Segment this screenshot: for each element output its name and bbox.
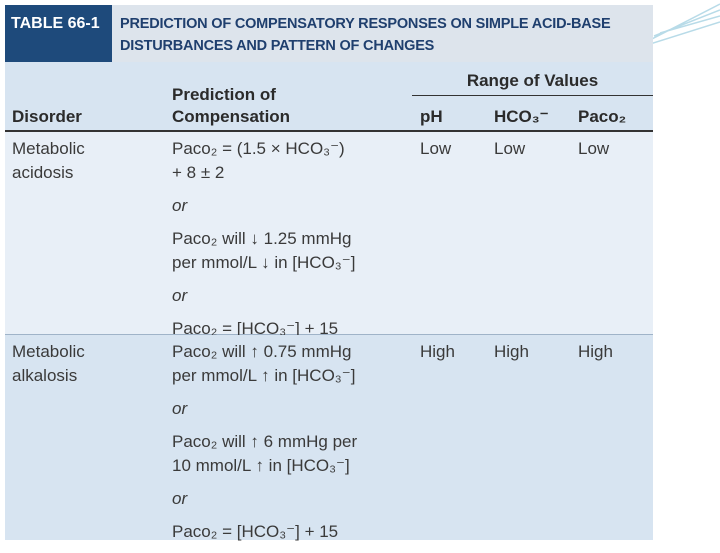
prediction-line: Paco₂ will ↑ 6 mmHg per	[172, 432, 358, 451]
disorder-line: Metabolic	[12, 139, 85, 158]
prediction-line: per mmol/L ↓ in [HCO₃⁻]	[172, 253, 356, 272]
disorder-line: acidosis	[12, 163, 74, 182]
paco2-cell: Low	[578, 139, 610, 158]
col-range: Range of Values	[412, 70, 653, 96]
disorder-line: alkalosis	[12, 366, 78, 385]
column-header: Disorder Prediction of Compensation Rang…	[5, 62, 653, 132]
table-label: TABLE 66-1	[5, 5, 112, 62]
decoration	[650, 3, 720, 45]
page: TABLE 66-1 PREDICTION OF COMPENSATORY RE…	[5, 3, 720, 541]
col-prediction: Prediction of	[172, 85, 276, 104]
table-title: PREDICTION OF COMPENSATORY RESPONSES ON …	[120, 16, 611, 54]
disorder-cell: Metabolic acidosis	[12, 137, 85, 185]
col-hco3: HCO₃⁻	[494, 107, 549, 126]
prediction-line: 10 mmol/L ↑ in [HCO₃⁻]	[172, 456, 350, 475]
ph-cell: High	[420, 342, 455, 361]
prediction-line: Paco₂ = (1.5 × HCO₃⁻)	[172, 139, 345, 158]
prediction-item: or	[172, 284, 355, 308]
prediction-item: Paco₂ = [HCO₃⁻] + 15	[172, 317, 355, 341]
disorder-cell: Metabolic alkalosis	[12, 340, 85, 388]
col-ph: pH	[420, 107, 443, 126]
hco3-cell: High	[494, 342, 529, 361]
prediction-item: Paco₂ will ↑ 0.75 mmHg per mmol/L ↑ in [H…	[172, 340, 357, 388]
prediction-line: or	[172, 399, 188, 418]
title-band: PREDICTION OF COMPENSATORY RESPONSES ON …	[112, 5, 653, 62]
paco2-cell: High	[578, 342, 613, 361]
prediction-line: or	[172, 489, 188, 508]
col-disorder: Disorder	[12, 107, 82, 126]
prediction-line: or	[172, 196, 188, 215]
prediction-line: per mmol/L ↑ in [HCO₃⁻]	[172, 366, 356, 385]
prediction-item: or	[172, 487, 357, 511]
prediction-item: or	[172, 397, 357, 421]
ph-cell: Low	[420, 139, 452, 158]
prediction-item: or	[172, 194, 355, 218]
table-row: Metabolic acidosis Paco₂ = (1.5 × HCO₃⁻) + …	[5, 132, 653, 338]
prediction-item: Paco₂ will ↑ 6 mmHg per 10 mmol/L ↑ in [H…	[172, 430, 357, 478]
prediction-line: Paco₂ will ↑ 0.75 mmHg	[172, 342, 352, 361]
hco3-cell: Low	[494, 139, 526, 158]
prediction-line: + 8 ± 2	[172, 163, 225, 182]
prediction-line: Paco₂ = [HCO₃⁻] + 15	[172, 319, 339, 338]
prediction-item: Paco₂ = [HCO₃⁻] + 15	[172, 520, 357, 544]
col-paco2: Paco₂	[578, 107, 627, 126]
prediction-cell: Paco₂ = (1.5 × HCO₃⁻) + 8 ± 2 or Paco₂ will…	[172, 137, 355, 350]
prediction-line: Paco₂ = [HCO₃⁻] + 15	[172, 522, 339, 541]
disorder-line: Metabolic	[12, 342, 85, 361]
prediction-item: Paco₂ will ↓ 1.25 mmHg per mmol/L ↓ in [H…	[172, 227, 355, 275]
prediction-line: or	[172, 286, 188, 305]
prediction-line: Paco₂ will ↓ 1.25 mmHg	[172, 229, 352, 248]
col-prediction: Compensation	[172, 107, 291, 126]
prediction-item: Paco₂ = (1.5 × HCO₃⁻) + 8 ± 2	[172, 137, 355, 185]
prediction-cell: Paco₂ will ↑ 0.75 mmHg per mmol/L ↑ in [H…	[172, 340, 357, 553]
table-row: Metabolic alkalosis Paco₂ will ↑ 0.75 mmHg…	[5, 335, 653, 541]
